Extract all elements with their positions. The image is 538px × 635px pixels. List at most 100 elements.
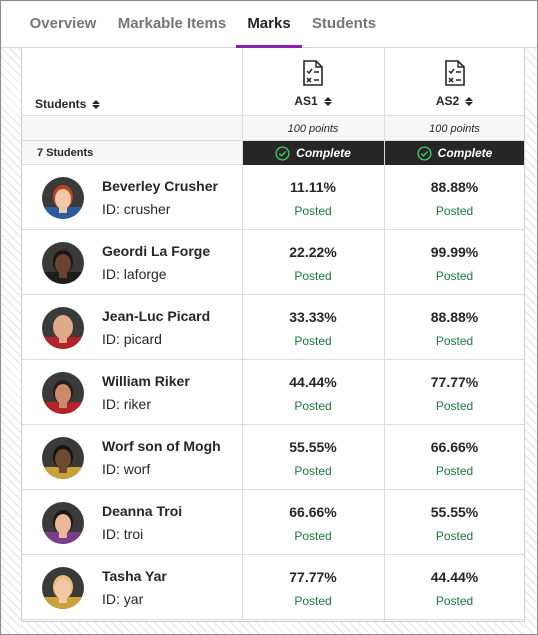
students-column-header[interactable]: Students (35, 97, 101, 111)
tab-students-label: Students (311, 14, 377, 32)
avatar-photo-icon (42, 437, 84, 479)
assignment-header-as2[interactable]: AS2 (384, 48, 524, 116)
grade-cell[interactable]: 99.99% Posted (384, 230, 524, 295)
student-id: ID: laforge (102, 266, 167, 282)
student-name-link[interactable]: Beverley Crusher (102, 178, 218, 194)
grade-cell[interactable]: 77.77% Posted (242, 555, 384, 620)
student-id: ID: crusher (102, 201, 171, 217)
points-label: 100 points (287, 122, 339, 135)
student-name-link[interactable]: Jean-Luc Picard (102, 308, 211, 324)
grade-value: 88.88% (430, 179, 479, 195)
grade-cell[interactable]: 66.66% Posted (242, 490, 384, 555)
grade-cell[interactable]: 44.44% Posted (242, 360, 384, 425)
grade-status: Posted (435, 594, 474, 608)
tab-marks-label: Marks (247, 14, 291, 32)
grade-status: Posted (435, 269, 474, 283)
student-id: ID: worf (102, 461, 151, 477)
avatar[interactable] (42, 307, 84, 349)
avatar[interactable] (42, 372, 84, 414)
avatar[interactable] (42, 177, 84, 219)
grade-cell[interactable]: 22.22% Posted (242, 230, 384, 295)
left-gutter (1, 48, 21, 634)
grade-value: 44.44% (289, 374, 337, 390)
tab-active-underline (236, 45, 302, 48)
tab-bar: Overview Markable Items Marks Students (1, 1, 537, 48)
student-name-link[interactable]: Deanna Troi (102, 503, 183, 519)
avatar-photo-icon (42, 567, 84, 609)
tab-markable-items[interactable]: Markable Items (112, 1, 232, 47)
grade-cell[interactable]: 77.77% Posted (384, 360, 524, 425)
grade-cell[interactable]: 44.44% Posted (384, 555, 524, 620)
grade-value: 22.22% (289, 244, 337, 260)
assignment-header-as1[interactable]: AS1 (242, 48, 384, 116)
grade-value: 99.99% (430, 244, 479, 260)
points-row: 100 points 100 points (22, 116, 524, 141)
student-id: ID: yar (102, 591, 144, 607)
grade-cell[interactable]: 88.88% Posted (384, 165, 524, 230)
table-row: Geordi La Forge ID: laforge 22.22% Posted 99… (22, 230, 524, 295)
avatar-photo-icon (42, 242, 84, 284)
sort-icon (323, 96, 332, 106)
tab-overview[interactable]: Overview (18, 1, 108, 47)
student-name-link[interactable]: William Riker (102, 373, 190, 389)
complete-badge[interactable]: Complete (242, 141, 384, 165)
avatar-photo-icon (42, 177, 84, 219)
complete-badge[interactable]: Complete (384, 141, 524, 165)
assignment-doc-icon (444, 60, 465, 86)
grade-status: Posted (294, 529, 332, 543)
grade-status: Posted (435, 464, 474, 478)
student-id: ID: riker (102, 396, 151, 412)
avatar[interactable] (42, 502, 84, 544)
avatar[interactable] (42, 437, 84, 479)
avatar-photo-icon (42, 307, 84, 349)
grade-cell[interactable]: 55.55% Posted (242, 425, 384, 490)
grade-cell[interactable]: 88.88% Posted (384, 295, 524, 360)
student-name-link[interactable]: Geordi La Forge (102, 243, 211, 259)
avatar[interactable] (42, 567, 84, 609)
right-gutter (525, 48, 537, 634)
grade-status: Posted (435, 204, 474, 218)
grade-value: 55.55% (430, 504, 479, 520)
column-divider (242, 48, 243, 621)
complete-label: Complete (296, 146, 351, 160)
grade-value: 66.66% (289, 504, 337, 520)
grade-cell[interactable]: 55.55% Posted (384, 490, 524, 555)
table-row: William Riker ID: riker 44.44% Posted 77.77%… (22, 360, 524, 425)
tab-marks[interactable]: Marks (236, 1, 302, 48)
grade-cell[interactable]: 11.11% Posted (242, 165, 384, 230)
table-row: Jean-Luc Picard ID: picard 33.33% Posted 88.… (22, 295, 524, 360)
status-row: 7 Students Complete Complete (22, 141, 524, 165)
student-count: 7 Students (37, 147, 94, 159)
grade-status: Posted (294, 334, 332, 348)
grade-status: Posted (294, 399, 332, 413)
table-row: Tasha Yar ID: yar 77.77% Posted 44.44% Posted (22, 555, 524, 620)
grade-cell[interactable]: 33.33% Posted (242, 295, 384, 360)
grid-header-row: Students AS1 (22, 48, 524, 116)
complete-label: Complete (437, 146, 493, 160)
grade-status: Posted (294, 594, 332, 608)
student-name-link[interactable]: Tasha Yar (102, 568, 167, 584)
grade-value: 11.11% (290, 179, 336, 195)
grade-status: Posted (294, 464, 332, 478)
points-label: 100 points (429, 122, 480, 135)
tab-markable-items-label: Markable Items (117, 14, 227, 32)
sort-icon (92, 99, 101, 109)
tab-students[interactable]: Students (306, 1, 382, 47)
avatar-photo-icon (42, 502, 84, 544)
grade-status: Posted (435, 399, 474, 413)
assignment-name: AS1 (294, 94, 318, 108)
grade-value: 44.44% (430, 569, 479, 585)
student-id: ID: picard (102, 331, 162, 347)
grade-value: 77.77% (430, 374, 479, 390)
grade-value: 55.55% (289, 439, 337, 455)
grade-cell[interactable]: 66.66% Posted (384, 425, 524, 490)
grade-status: Posted (435, 529, 474, 543)
tab-overview-label: Overview (29, 14, 97, 32)
grade-value: 88.88% (430, 309, 479, 325)
grade-status: Posted (294, 204, 332, 218)
column-divider (384, 48, 385, 621)
grade-value: 66.66% (430, 439, 479, 455)
avatar[interactable] (42, 242, 84, 284)
student-name-link[interactable]: Worf son of Mogh (102, 438, 221, 454)
